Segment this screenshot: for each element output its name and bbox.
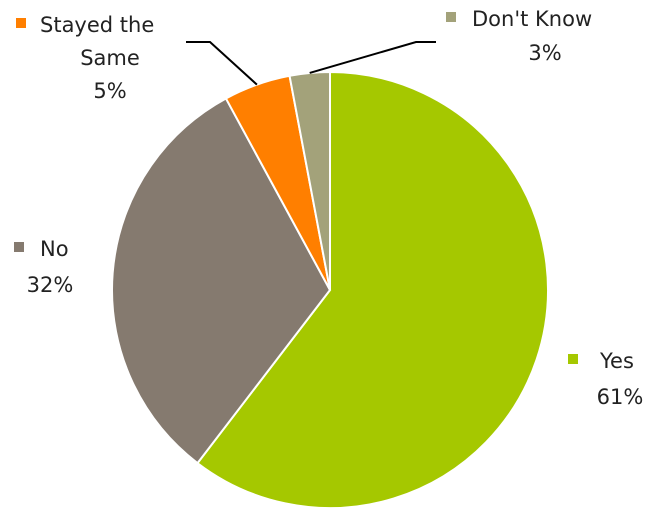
label-stayed-the-same-value: 5% [93,79,126,103]
label-dont-know-name: Don't Know [472,7,592,31]
label-no-name: No [40,237,69,261]
swatch-no [14,242,24,252]
swatch-yes [568,354,578,364]
leader-line-dont-know [309,41,436,74]
pie-slices [111,70,549,508]
pie-slice-no [111,97,332,465]
data-label-yes: Yes 61% [568,349,643,409]
label-stayed-the-same-line2: Same [80,46,140,70]
leader-line-stayed-the-same [186,41,258,86]
label-stayed-the-same-line1: Stayed the [40,13,154,37]
label-no-value: 32% [27,273,74,297]
swatch-stayed-the-same [16,18,26,28]
label-yes-name: Yes [599,349,634,373]
pie-slice-don-t-know [288,70,331,291]
data-label-dont-know: Don't Know 3% [446,7,592,65]
data-label-stayed-the-same: Stayed the Same 5% [16,13,154,103]
swatch-dont-know [446,12,456,22]
label-yes-value: 61% [597,385,644,409]
label-dont-know-value: 3% [528,41,561,65]
leader-lines [186,41,436,86]
pie-slice-yes [196,70,549,508]
data-label-no: No 32% [14,237,73,297]
